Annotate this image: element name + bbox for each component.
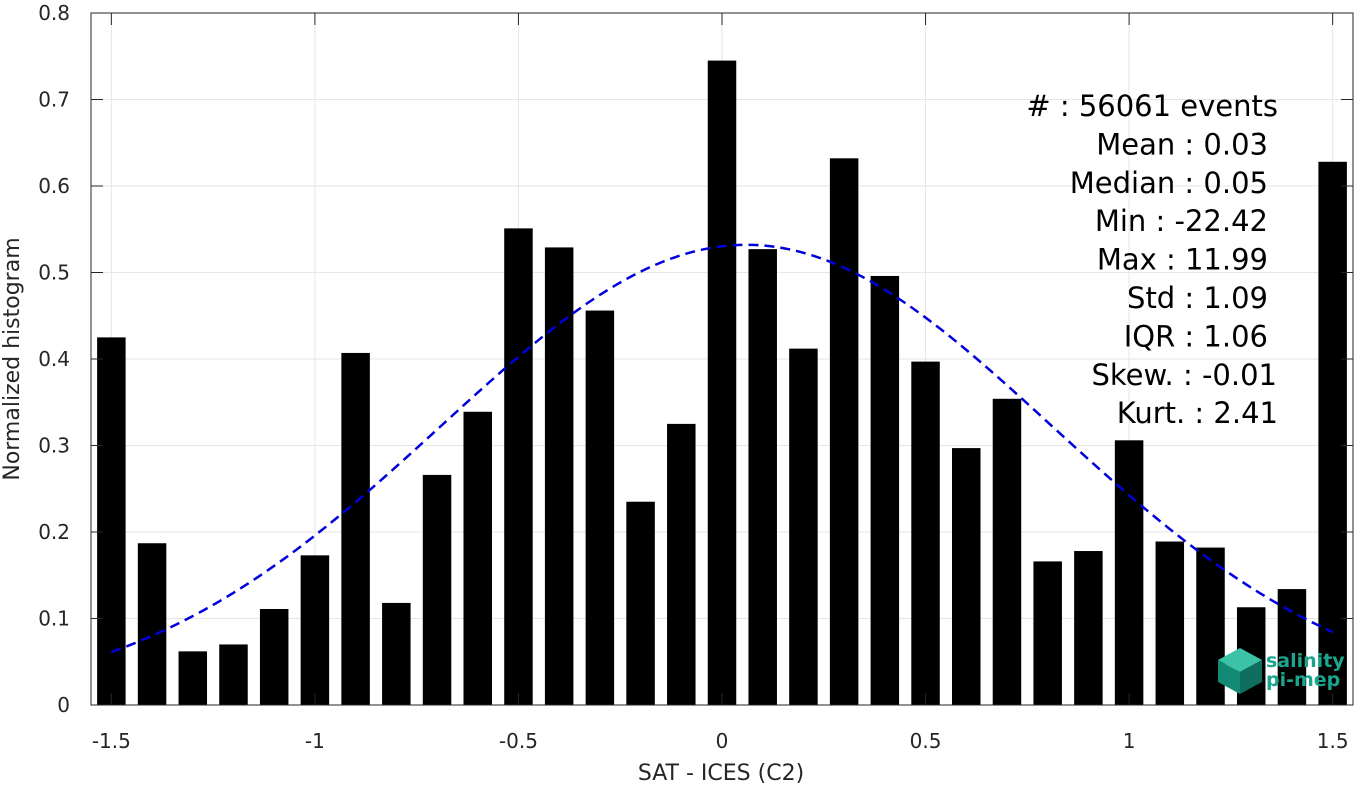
bar-4	[259, 608, 289, 705]
y-tick-label-1: 0.1	[38, 607, 70, 631]
y-tick-label-0: 0	[57, 693, 70, 717]
bar-5	[300, 555, 330, 705]
bar-16	[748, 249, 777, 705]
bar-14	[667, 423, 696, 705]
bar-8	[422, 474, 452, 705]
salinity-pi-mep-logo: salinity pi-mep	[1218, 648, 1345, 694]
bars	[97, 60, 1347, 706]
stat-line-4: Max : 11.99	[1097, 243, 1268, 277]
stat-line-6: IQR : 1.06	[1124, 319, 1268, 353]
x-tick-label-0: -1.5	[92, 729, 131, 753]
x-tick-label-1: -1	[305, 729, 325, 753]
normal-fit-curve	[110, 243, 1334, 654]
bar-25	[1114, 440, 1144, 705]
bar-26	[1155, 541, 1185, 705]
bar-24	[1074, 551, 1103, 705]
y-tick-label-4: 0.4	[38, 347, 70, 371]
bar-18	[829, 158, 859, 705]
y-tick-label-8: 0.8	[38, 1, 70, 25]
bar-1	[137, 543, 167, 705]
x-tick-label-5: 1	[1123, 729, 1136, 753]
bar-6	[341, 352, 370, 705]
stat-line-1: Mean : 0.03	[1096, 127, 1268, 161]
bar-17	[789, 348, 818, 705]
y-tick-label-2: 0.2	[38, 520, 70, 544]
bar-21	[952, 448, 981, 705]
x-tick-label-2: -0.5	[499, 729, 538, 753]
bar-19	[870, 275, 900, 705]
logo-line1: salinity	[1266, 650, 1345, 672]
logo-cube-icon	[1218, 648, 1262, 694]
x-tick-labels: -1.5 -1 -0.5 0 0.5 1 1.5	[92, 729, 1349, 753]
y-axis-label: Normalized histogram	[0, 237, 25, 480]
logo-line2: pi-mep	[1266, 669, 1340, 691]
bar-29	[1277, 589, 1307, 705]
bar-30	[1318, 161, 1347, 705]
x-tick-label-6: 1.5	[1317, 729, 1349, 753]
y-tick-label-3: 0.3	[38, 434, 70, 458]
x-axis-label: SAT - ICES (C2)	[638, 761, 804, 785]
bar-23	[1033, 561, 1062, 705]
bar-13	[626, 501, 655, 705]
bar-12	[585, 310, 615, 705]
y-tick-label-5: 0.5	[38, 261, 70, 285]
bar-7	[382, 602, 411, 705]
stat-line-8: Kurt. : 2.41	[1117, 396, 1278, 430]
x-tick-label-3: 0	[716, 729, 729, 753]
bar-10	[504, 228, 533, 705]
bar-3	[219, 644, 248, 705]
stats-annotation: # : 56061 events Mean : 0.03 Median : 0.05…	[1026, 89, 1278, 430]
bar-0	[97, 337, 126, 705]
bar-22	[992, 398, 1022, 705]
stat-line-0: # : 56061 events	[1026, 89, 1278, 123]
y-tick-labels: 0 0.1 0.2 0.3 0.4 0.5 0.6 0.7 0.8	[38, 1, 70, 717]
fit-curve-path	[110, 243, 1334, 654]
stat-line-2: Median : 0.05	[1070, 166, 1268, 200]
stat-line-3: Min : -22.42	[1095, 204, 1268, 238]
bar-20	[911, 361, 940, 705]
stat-line-5: Std : 1.09	[1127, 281, 1268, 315]
y-tick-label-7: 0.7	[38, 88, 70, 112]
y-tick-label-6: 0.6	[38, 174, 70, 198]
bar-2	[178, 651, 208, 705]
bar-9	[463, 411, 492, 705]
x-tick-label-4: 0.5	[910, 729, 942, 753]
bar-15	[707, 60, 737, 705]
stat-line-7: Skew. : -0.01	[1091, 358, 1277, 392]
axis-ticks	[91, 12, 1353, 706]
bar-11	[544, 247, 574, 706]
